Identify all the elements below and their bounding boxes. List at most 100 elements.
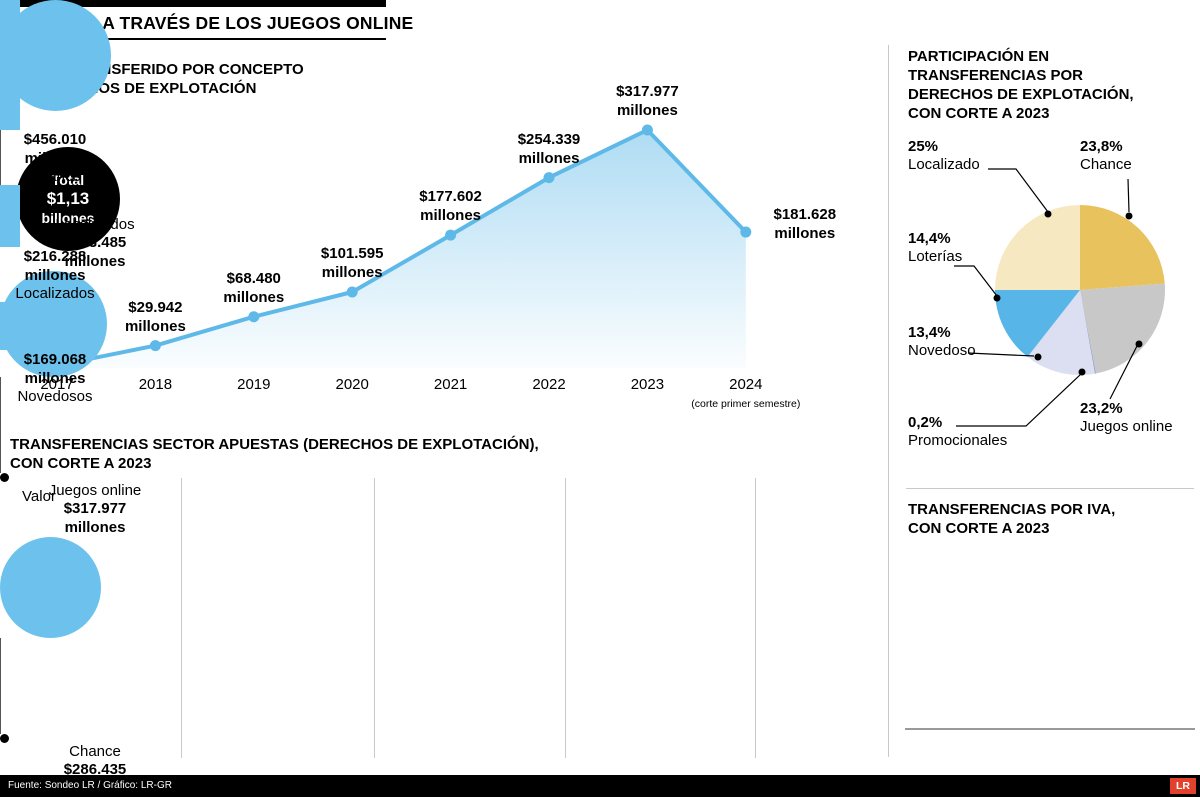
pie-label-juegos-online: 23,2% Juegos online [1080,400,1173,436]
line-chart: $3.496 millones 2017 $29.942 millones 2018 $68… [0,0,880,430]
total-badge-value: $1,13 [46,189,90,208]
lr-logo: LR [1170,778,1196,794]
pie-label-novedoso-pct: 13,4% [908,324,951,341]
pie-slice-promocionales [1080,290,1096,374]
line-point-label-2024: $181.628 millones [773,206,837,243]
iva-section-title-l2: CON CORTE A 2023 [908,520,1050,537]
x-axis-note: (corte primer semestre) [691,398,801,410]
footer-bar: Fuente: Sondeo LR / Gráfico: LR-GR LR [0,775,1200,797]
bubble-divider-4 [755,478,756,758]
pie-slices [995,205,1166,376]
x-axis-label-2020: 2020 [335,376,369,393]
bubble-center-dot-2 [0,734,9,744]
pie-label-loterias-pct: 14,4% [908,230,951,247]
pie-slice-novedoso [1027,290,1095,376]
line-chart-svg [51,124,752,371]
pie-label-promocionales-pct: 0,2% [908,414,943,431]
x-axis-label-2018: 2018 [138,376,173,393]
pie-dot-localizado [1044,210,1052,218]
line-point-label-2022: $254.339 millones [517,130,581,167]
bubble-section-title-l2: CON CORTE A 2023 [10,455,152,472]
pie-callout-dots [993,210,1143,376]
x-axis-label-2019: 2019 [237,376,271,393]
area-fill [57,130,746,368]
pie-label-loterias: 14,4% Loterías [908,230,962,266]
pie-callout-line-novedoso [967,352,1035,357]
data-point-2024 [740,226,752,238]
data-point-2022 [543,172,555,184]
pie-slice-juegos-online [1080,283,1166,374]
pie-label-juegos-online-name: Juegos online [1080,418,1173,435]
bubble-section-title: TRANSFERENCIAS SECTOR APUESTAS (DERECHOS… [10,435,539,473]
pie-slice-localizado [995,205,1080,290]
pie-callout-line-chance [1127,178,1130,213]
bubble-circle-2 [0,537,102,639]
pie-label-chance-pct: 23,8% [1080,138,1123,155]
bubble-divider-2 [374,478,375,758]
bubble-value-label-1: $317.977 millones [63,500,127,537]
title-top-rule [8,0,386,7]
total-badge-word: Total [51,172,85,188]
line-point-label-2023: $317.977 millones [616,83,679,119]
pie-label-localizado-name: Localizado [908,156,980,173]
pie-label-promocionales: 0,2% Promocionales [908,414,1007,450]
pie-dot-chance [1125,212,1133,220]
pie-dot-promocionales [1078,368,1086,376]
data-point-2018 [149,340,161,352]
pie-dot-loterias [993,294,1001,302]
line-point-label-2018: $29.942 millones [124,298,186,335]
line-point-label-2021: $177.602 millones [419,188,482,225]
pie-label-novedoso-name: Novedoso [908,342,976,359]
data-point-2021 [445,229,457,241]
total-badge: Total $1,13 billones [16,147,120,251]
right-panel-divider [888,45,889,757]
pie-callout-lines [954,168,1138,427]
data-point-2019 [248,311,260,323]
pie-callout-line-juegos-online [1109,345,1138,400]
pie-slice-chance [1080,205,1165,290]
title-underline [8,38,386,40]
trend-line [56,128,748,368]
bubble-section-title-l1: TRANSFERENCIAS SECTOR APUESTAS (DERECHOS… [10,436,539,453]
pie-callout-line-promocionales [956,373,1082,427]
data-point-2017 [51,359,63,371]
pie-label-chance-name: Chance [1080,156,1132,173]
data-point-2020 [346,286,358,298]
source-credit: Fuente: Sondeo LR / Gráfico: LR-GR [8,780,172,791]
bubble-axis-label: Valor [22,488,56,505]
total-badge-unit: billones [41,210,95,226]
bubble-divider-3 [565,478,566,758]
bubble-connector-line-2 [0,638,1,735]
data-point-2023 [641,124,653,136]
pie-slice-loterías [995,290,1080,357]
bubble-center-dot-1 [0,473,9,483]
x-axis-label-2021: 2021 [433,376,468,393]
x-axis-label-2024: 2024 [729,376,763,393]
line-point-label-2020: $101.595 millones [320,244,384,281]
pie-label-localizado-pct: 25% [908,138,939,155]
line-point-label-2019: $68.480 millones [223,269,285,306]
pie-section-title-l4: CON CORTE A 2023 [908,105,1050,122]
pie-chart [954,168,1166,427]
iva-baseline [905,728,1195,730]
iva-section-title-l1: TRANSFERENCIAS POR IVA, [908,501,1116,518]
right-panel-hr [906,488,1194,489]
pie-label-localizado: 25% Localizado [908,138,980,174]
pie-section-title-l1: PARTICIPACIÓN EN [908,48,1050,65]
pie-section-title-l3: DERECHOS DE EXPLOTACIÓN, [908,86,1134,103]
pie-dot-novedoso [1034,353,1042,361]
pie-section-title: PARTICIPACIÓN EN TRANSFERENCIAS POR DERE… [908,47,1134,123]
pie-dot-juegos-online [1135,340,1143,348]
pie-label-loterias-name: Loterías [908,248,963,265]
pie-section-title-l2: TRANSFERENCIAS POR [908,67,1084,84]
bubble-category-label-2: Chance [69,743,121,761]
x-axis-label-2022: 2022 [532,376,566,393]
x-axis-label-2017: 2017 [40,376,74,393]
bubble-divider-1 [181,478,182,758]
pie-label-juegos-online-pct: 23,2% [1080,400,1123,417]
x-axis-label-2023: 2023 [630,376,665,393]
pie-label-novedoso: 13,4% Novedoso [908,324,976,360]
iva-section-title: TRANSFERENCIAS POR IVA, CON CORTE A 2023 [908,500,1115,538]
pie-callout-line-loterias [954,265,998,297]
